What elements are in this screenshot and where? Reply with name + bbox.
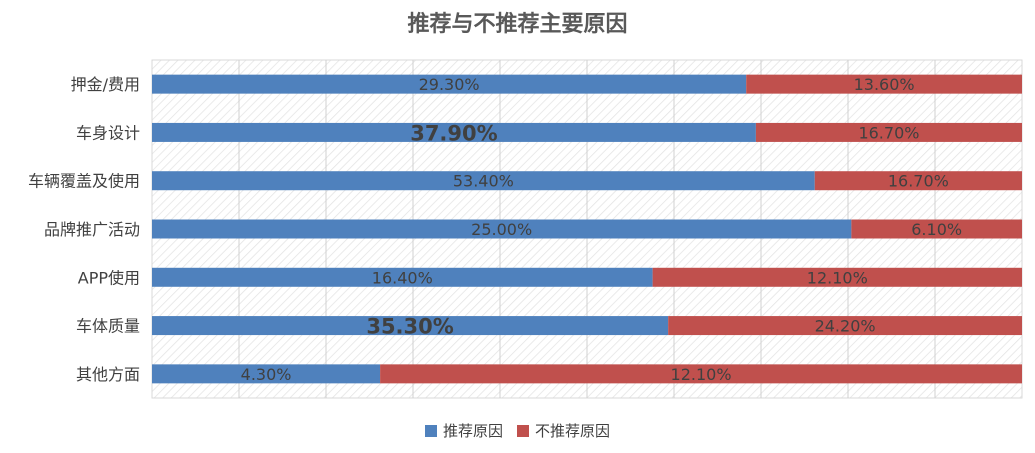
chart-title: 推荐与不推荐主要原因 bbox=[407, 11, 628, 37]
data-label-recommend: 25.00% bbox=[471, 220, 532, 239]
bar-recommend bbox=[152, 74, 747, 94]
bar-recommend bbox=[152, 364, 381, 384]
category-label: 其他方面 bbox=[76, 365, 140, 384]
data-label-recommend: 37.90% bbox=[410, 121, 497, 145]
bar-recommend bbox=[152, 171, 815, 191]
bar-not-recommend bbox=[668, 316, 1022, 336]
data-label-not-recommend: 24.20% bbox=[815, 317, 876, 336]
bar-recommend bbox=[152, 267, 653, 287]
data-label-not-recommend: 12.10% bbox=[671, 365, 732, 384]
bar-recommend bbox=[152, 316, 669, 336]
legend-swatch bbox=[517, 424, 529, 437]
bar-recommend bbox=[152, 122, 756, 142]
bar-not-recommend bbox=[814, 171, 1022, 191]
data-label-not-recommend: 13.60% bbox=[854, 75, 915, 94]
data-label-recommend: 16.40% bbox=[372, 268, 433, 287]
data-label-not-recommend: 6.10% bbox=[911, 220, 962, 239]
data-labels: 29.30% 13.60% 37.90% 16.70% 53.40% 16.70% 25.0… bbox=[241, 75, 962, 384]
category-label: 押金/费用 bbox=[71, 75, 140, 94]
bar-not-recommend bbox=[851, 219, 1022, 239]
category-label: APP使用 bbox=[78, 268, 140, 287]
legend-label: 推荐原因 bbox=[442, 422, 503, 440]
legend-item-recommend: 推荐原因 bbox=[424, 420, 503, 441]
data-label-recommend: 29.30% bbox=[419, 75, 480, 94]
data-label-recommend: 53.40% bbox=[453, 172, 514, 191]
category-label: 品牌推广活动 bbox=[44, 220, 140, 239]
bars bbox=[152, 74, 1022, 384]
data-label-recommend: 4.30% bbox=[241, 365, 292, 384]
category-label: 车身设计 bbox=[76, 123, 140, 142]
bar-not-recommend bbox=[380, 364, 1022, 384]
data-label-not-recommend: 12.10% bbox=[807, 268, 868, 287]
legend-swatch bbox=[424, 424, 437, 437]
bar-not-recommend bbox=[746, 74, 1022, 94]
category-label: 车辆覆盖及使用 bbox=[28, 172, 140, 191]
data-label-not-recommend: 16.70% bbox=[888, 172, 949, 191]
data-label-not-recommend: 16.70% bbox=[858, 123, 919, 142]
bar-recommend bbox=[152, 219, 852, 239]
bar-not-recommend bbox=[652, 267, 1022, 287]
bar-not-recommend bbox=[755, 122, 1022, 142]
legend-label: 不推荐原因 bbox=[535, 422, 611, 440]
data-label-recommend: 35.30% bbox=[366, 315, 453, 339]
legend-item-not-recommend: 不推荐原因 bbox=[517, 420, 610, 441]
category-label: 车体质量 bbox=[76, 317, 140, 336]
legend: 推荐原因 不推荐原因 bbox=[0, 420, 1035, 441]
